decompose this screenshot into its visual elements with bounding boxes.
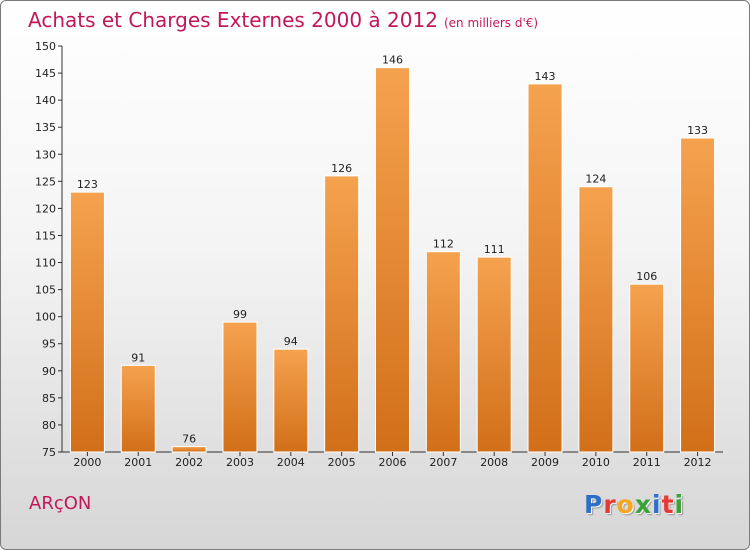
bar-value-label: 112: [433, 238, 454, 251]
bar: [476, 256, 512, 453]
x-tick-label: 2003: [226, 456, 254, 469]
y-tick-label: 95: [42, 338, 56, 351]
bar-value-label: 126: [331, 162, 352, 175]
y-tick-label: 130: [35, 148, 56, 161]
commune-name: ARçON: [29, 493, 92, 514]
bar-value-label: 146: [382, 54, 403, 67]
bar: [375, 67, 410, 453]
logo-letter: i: [674, 490, 685, 519]
x-tick-label: 2011: [633, 456, 661, 469]
y-tick-label: 85: [42, 392, 56, 405]
y-tick-label: 100: [35, 311, 56, 324]
bar-value-label: 111: [484, 243, 505, 256]
y-tick-label: 145: [35, 67, 56, 80]
bar: [629, 283, 665, 453]
x-tick-label: 2009: [531, 456, 559, 469]
bar-value-label: 91: [131, 351, 145, 364]
x-tick-label: 2012: [684, 456, 712, 469]
logo-letter: P: [584, 490, 604, 519]
logo-letter: r: [603, 490, 617, 519]
title-text: Achats et Charges Externes 2000 à 2012: [28, 8, 438, 32]
y-tick-label: 80: [42, 419, 56, 432]
x-tick-label: 2007: [429, 456, 457, 469]
bar: [680, 137, 716, 453]
chart-title: Achats et Charges Externes 2000 à 2012 (e…: [28, 8, 538, 32]
x-tick-label: 2000: [73, 456, 101, 469]
logo-letter: t: [661, 490, 675, 519]
y-tick-label: 90: [42, 365, 56, 378]
bar-value-label: 99: [233, 308, 247, 321]
x-tick-label: 2004: [277, 456, 305, 469]
chart-subtitle: (en milliers d'€): [443, 16, 539, 30]
y-tick-label: 125: [35, 175, 56, 188]
x-tick-label: 2008: [480, 456, 508, 469]
bar: [578, 186, 614, 453]
x-tick-label: 2005: [328, 456, 356, 469]
bar: [171, 446, 207, 453]
bar-value-label: 94: [284, 335, 298, 348]
y-tick-label: 75: [42, 446, 56, 459]
y-tick-label: 150: [35, 40, 56, 53]
bar: [69, 191, 105, 453]
y-tick-label: 120: [35, 202, 56, 215]
x-tick-label: 2002: [175, 456, 203, 469]
x-tick-label: 2001: [124, 456, 152, 469]
y-tick-label: 135: [35, 121, 56, 134]
bar-value-label: 106: [636, 270, 657, 283]
proxiti-logo: Proxiti: [584, 490, 684, 519]
logo-letter: x: [634, 490, 652, 519]
bar: [222, 321, 258, 453]
bar-value-label: 124: [585, 173, 606, 186]
y-tick-label: 105: [35, 284, 56, 297]
bar-value-label: 133: [687, 124, 708, 137]
bar-value-label: 143: [535, 70, 556, 83]
x-tick-label: 2010: [582, 456, 610, 469]
bar: [324, 175, 360, 453]
bar: [273, 348, 309, 453]
bar: [527, 83, 563, 453]
logo-letter: i: [652, 490, 662, 519]
x-tick-label: 2006: [379, 456, 407, 469]
bar: [120, 364, 156, 453]
bar-value-label: 123: [77, 178, 98, 191]
logo-letter: o: [616, 490, 635, 519]
y-tick-label: 110: [35, 257, 56, 270]
y-tick-label: 115: [35, 229, 56, 242]
y-tick-label: 140: [35, 94, 56, 107]
bar-value-label: 76: [182, 433, 196, 446]
bar: [425, 251, 461, 453]
